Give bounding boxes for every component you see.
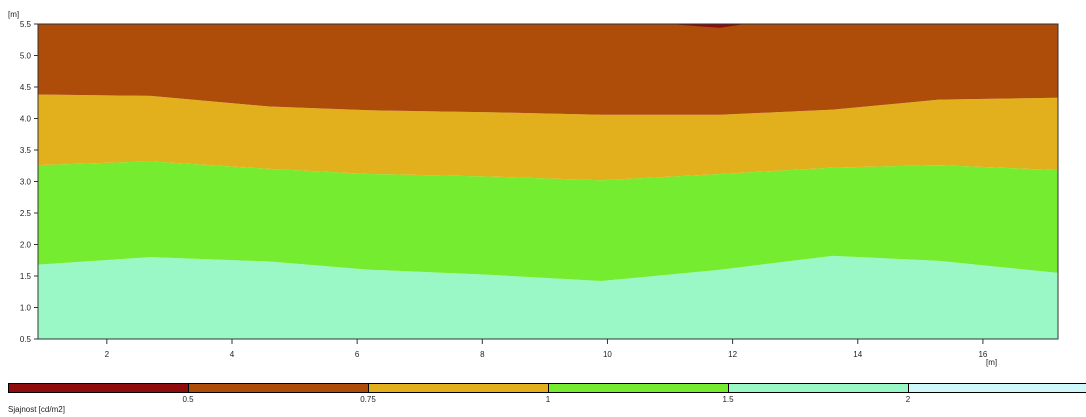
y-tick-label: 5.5: [20, 20, 32, 29]
contour-band-4: [38, 24, 1058, 115]
y-tick-label: 2.5: [20, 209, 32, 218]
x-tick-label: 8: [480, 350, 485, 359]
x-tick-label: 16: [978, 350, 987, 359]
legend-value-label: 0.75: [360, 395, 376, 404]
x-tick-label: 6: [355, 350, 360, 359]
contour-chart: 0.5 1.0 1.5 2.0 2.5 3.0 3.5 4.0 4.5 5.0 5.5 2 4 6 8 10…: [8, 10, 1059, 367]
x-tick-label: 2: [105, 350, 110, 359]
color-legend: 0.5 0.75 1 1.5 2 Sjajnost [cd/m2]: [8, 383, 1086, 417]
y-tick-label: 4.0: [20, 115, 32, 124]
legend-swatch: [8, 383, 188, 393]
legend-value-label: 1: [545, 395, 551, 404]
contour-band-2: [38, 161, 1058, 282]
x-axis-unit: [m]: [986, 358, 997, 367]
y-tick-label: 3.0: [20, 178, 32, 187]
x-tick-label: 12: [728, 350, 737, 359]
y-tick-label: 3.5: [20, 146, 32, 155]
legend-value-label: 1.5: [722, 395, 734, 404]
y-axis-unit: [m]: [8, 10, 19, 19]
x-tick-label: 10: [603, 350, 612, 359]
x-axis: 2 4 6 8 10 12 14 16: [105, 339, 988, 359]
y-tick-label: 5.0: [20, 52, 32, 61]
legend-value-label: 0.5: [182, 395, 194, 404]
y-tick-label: 4.5: [20, 83, 32, 92]
contour-band-1: [38, 255, 1058, 339]
legend-swatch: [728, 383, 908, 393]
x-tick-label: 4: [230, 350, 235, 359]
legend-swatch: [908, 383, 1086, 393]
legend-color-bar: [8, 383, 1086, 393]
y-tick-label: 1.0: [20, 304, 32, 313]
legend-swatch: [368, 383, 548, 393]
x-tick-label: 14: [853, 350, 862, 359]
legend-swatch: [548, 383, 728, 393]
contour-band-top-spot: [670, 24, 746, 28]
legend-value-label: 2: [905, 395, 911, 404]
legend-swatch: [188, 383, 368, 393]
y-tick-label: 2.0: [20, 241, 32, 250]
contour-bands: [38, 24, 1058, 339]
y-tick-label: 0.5: [20, 335, 32, 344]
legend-title: Sjajnost [cd/m2]: [8, 405, 65, 414]
y-tick-label: 1.5: [20, 272, 32, 281]
y-axis: 0.5 1.0 1.5 2.0 2.5 3.0 3.5 4.0 4.5 5.0 5.5: [20, 20, 38, 344]
contour-band-3: [38, 94, 1058, 181]
